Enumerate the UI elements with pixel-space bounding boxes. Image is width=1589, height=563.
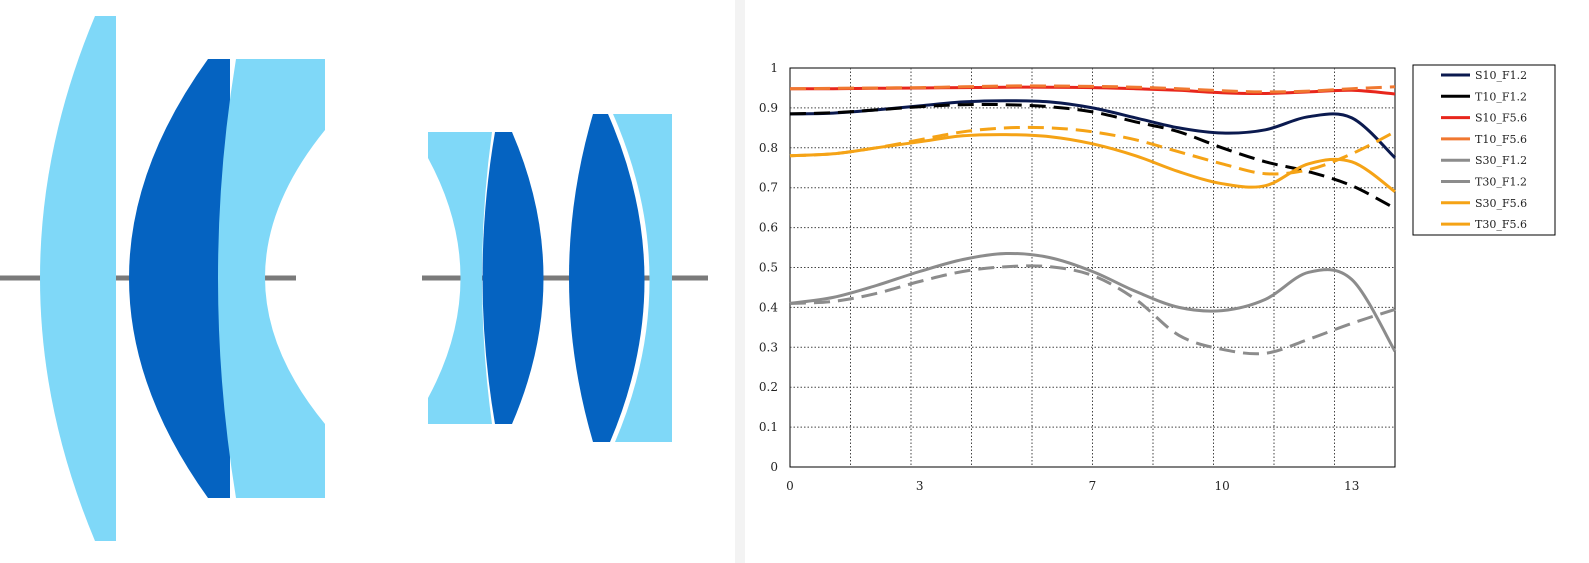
y-tick-label: 0.5 [759,261,778,275]
axes: 00.10.20.30.40.50.60.70.80.910 3 7 10 13 [759,61,1360,493]
x-tick-label: 7 [1089,479,1097,493]
x-tick-label: 0 [786,479,794,493]
x-tick-label: 13 [1344,479,1359,493]
y-tick-label: 0.7 [759,181,778,195]
mtf-chart: 00.10.20.30.40.50.60.70.80.910 3 7 10 13 S10… [759,61,1556,493]
legend-label: T30_F1.2 [1475,176,1527,189]
y-tick-label: 0 [770,460,778,474]
lens-diagram-panel [0,0,735,563]
lens-element-4 [428,132,492,424]
series-line-t10-f5-6 [789,84,1396,94]
mtf-chart-panel: 0 0.1 0.2 0.3 0.4 0.5 0.6 0.7 0.8 0.9 1 0 3 7 10 13 S10… [745,0,1589,563]
series-line-t30-f5-6 [789,125,1396,176]
legend-label: S30_F5.6 [1475,197,1527,210]
panel-divider [735,0,745,563]
y-tick-label: 0.8 [759,141,778,155]
lens-element-1 [40,16,116,541]
lens-element-3 [218,59,325,498]
legend-label: S10_F1.2 [1475,69,1527,82]
lens-diagram [0,16,708,541]
y-tick-label: 0.9 [759,101,778,115]
lens-element-5 [482,132,544,424]
x-tick-label: 10 [1215,479,1230,493]
y-tick-label: 0.2 [759,380,778,394]
y-tick-label: 0.1 [759,420,778,434]
lens-element-7 [613,114,672,442]
y-tick-label: 0.3 [759,340,778,354]
series-line-t30-f1-2 [789,264,1396,356]
legend-label: S10_F5.6 [1475,112,1527,125]
legend-label: T10_F1.2 [1475,90,1527,103]
series-lines [789,84,1397,356]
x-tick-label: 3 [916,479,924,493]
lens-element-6 [569,114,645,442]
legend-label: S30_F1.2 [1475,154,1527,167]
legend-label: T30_F5.6 [1475,218,1527,231]
legend-label: T10_F5.6 [1475,133,1527,146]
grid [789,67,1396,468]
y-tick-label: 0.4 [759,300,778,314]
legend-box [1412,64,1556,236]
series-line-s30-f1-2 [789,251,1397,353]
lens-element-2 [129,59,230,498]
y-tick-label: 0.6 [759,221,778,235]
y-tick-label: 1 [770,61,778,75]
legend: S10_F1.2 T10_F1.2 S10_F5.6 T10_F5.6 S30_F1.2… [1412,64,1556,236]
